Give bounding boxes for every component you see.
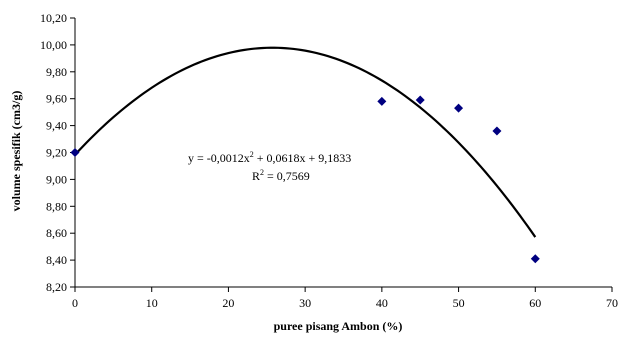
y-tick-label: 8,80 (46, 199, 67, 213)
y-tick-label: 8,60 (46, 226, 67, 240)
y-tick-label: 9,60 (46, 92, 67, 106)
x-tick-label: 10 (146, 296, 158, 310)
x-tick-label: 0 (72, 296, 78, 310)
y-tick-label: 9,20 (46, 146, 67, 160)
data-points (70, 95, 540, 264)
data-point (415, 95, 425, 105)
data-point (454, 103, 464, 113)
y-tick-label: 10,20 (40, 11, 67, 25)
y-tick-labels: 8,20 8,40 8,60 8,80 9,00 9,20 9,40 9,60 9,80 10,0… (40, 11, 67, 294)
y-tick-label: 8,40 (46, 253, 67, 267)
x-tick-label: 20 (222, 296, 234, 310)
x-axis-title: puree pisang Ambon (%) (274, 319, 403, 333)
data-point (70, 148, 80, 157)
y-tick-label: 9,40 (46, 119, 67, 133)
x-tick-label: 50 (453, 296, 465, 310)
y-tick-label: 10,00 (40, 38, 67, 52)
x-tick-label: 40 (376, 296, 388, 310)
data-point (492, 126, 502, 136)
r-squared: R2 = 0,7569 (252, 168, 310, 183)
x-tick-label: 60 (529, 296, 541, 310)
data-point (530, 254, 540, 264)
trendline (74, 46, 537, 238)
x-tick-label: 70 (606, 296, 618, 310)
y-tick-label: 9,00 (46, 172, 67, 186)
trendline-equation: y = -0,0012x2 + 0,0618x + 9,1833 (188, 150, 351, 165)
y-axis-title: volume spesifik (cm3/g) (9, 91, 23, 212)
y-tick-label: 8,20 (46, 280, 67, 294)
x-tick-label: 30 (299, 296, 311, 310)
data-point (377, 96, 387, 106)
x-tick-labels: 0 10 20 30 40 50 60 70 (72, 296, 618, 310)
y-tick-label: 9,80 (46, 65, 67, 79)
